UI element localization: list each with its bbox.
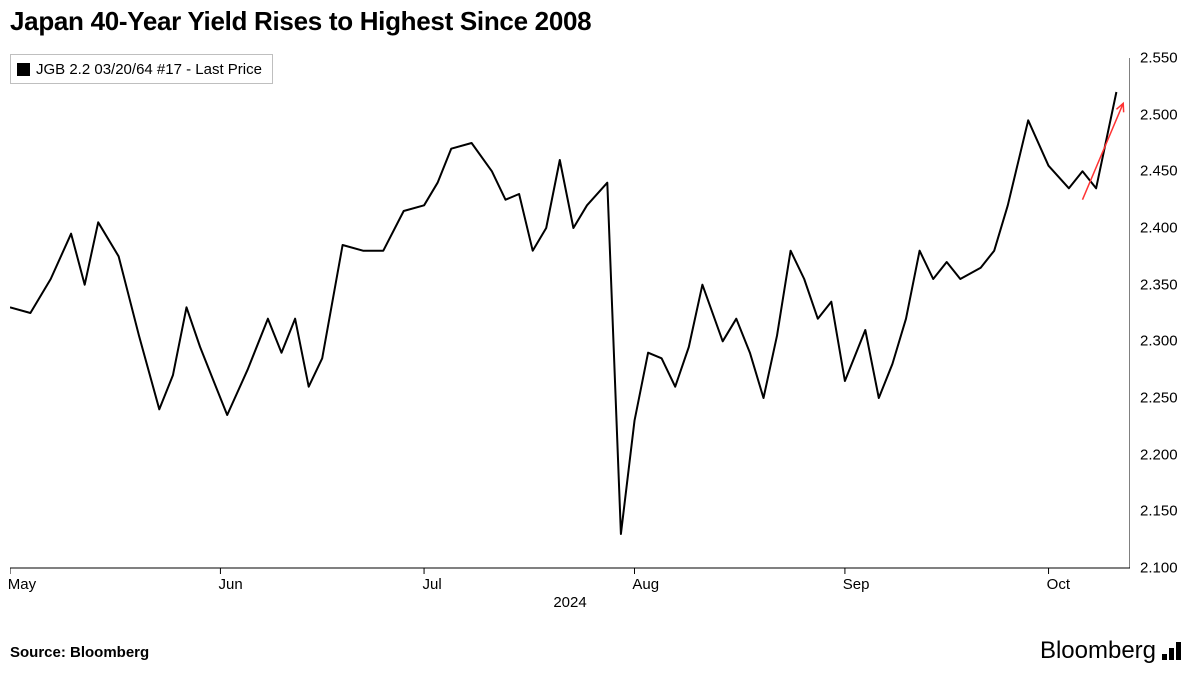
y-tick-label: 2.200 xyxy=(1140,446,1178,463)
y-tick-label: 2.250 xyxy=(1140,390,1178,407)
chart-container: Japan 40-Year Yield Rises to Highest Sin… xyxy=(0,0,1200,675)
x-axis-year-label: 2024 xyxy=(553,594,586,611)
legend-label: JGB 2.2 03/20/64 #17 - Last Price xyxy=(36,61,262,78)
bloomberg-brand: Bloomberg xyxy=(1040,637,1182,665)
chart-svg xyxy=(10,52,1130,608)
x-tick-label: May xyxy=(8,576,36,593)
trend-arrow xyxy=(1082,103,1123,199)
x-tick-label: Aug xyxy=(632,576,659,593)
price-line xyxy=(10,92,1116,534)
y-tick-label: 2.400 xyxy=(1140,220,1178,237)
brand-terminal-icon xyxy=(1162,642,1182,660)
chart-legend: JGB 2.2 03/20/64 #17 - Last Price xyxy=(10,54,273,84)
y-tick-label: 2.100 xyxy=(1140,560,1178,577)
y-tick-label: 2.150 xyxy=(1140,503,1178,520)
chart-title: Japan 40-Year Yield Rises to Highest Sin… xyxy=(10,6,591,37)
y-tick-label: 2.550 xyxy=(1140,50,1178,67)
source-label: Source: Bloomberg xyxy=(10,644,149,661)
x-tick-label: Jul xyxy=(423,576,442,593)
y-tick-label: 2.450 xyxy=(1140,163,1178,180)
chart-plot-area: 2.1002.1502.2002.2502.3002.3502.4002.450… xyxy=(10,52,1130,608)
y-tick-label: 2.350 xyxy=(1140,276,1178,293)
y-tick-label: 2.500 xyxy=(1140,106,1178,123)
brand-text: Bloomberg xyxy=(1040,637,1156,665)
x-tick-label: Jun xyxy=(218,576,242,593)
y-tick-label: 2.300 xyxy=(1140,333,1178,350)
x-tick-label: Oct xyxy=(1047,576,1070,593)
legend-swatch xyxy=(17,63,30,76)
x-tick-label: Sep xyxy=(843,576,870,593)
